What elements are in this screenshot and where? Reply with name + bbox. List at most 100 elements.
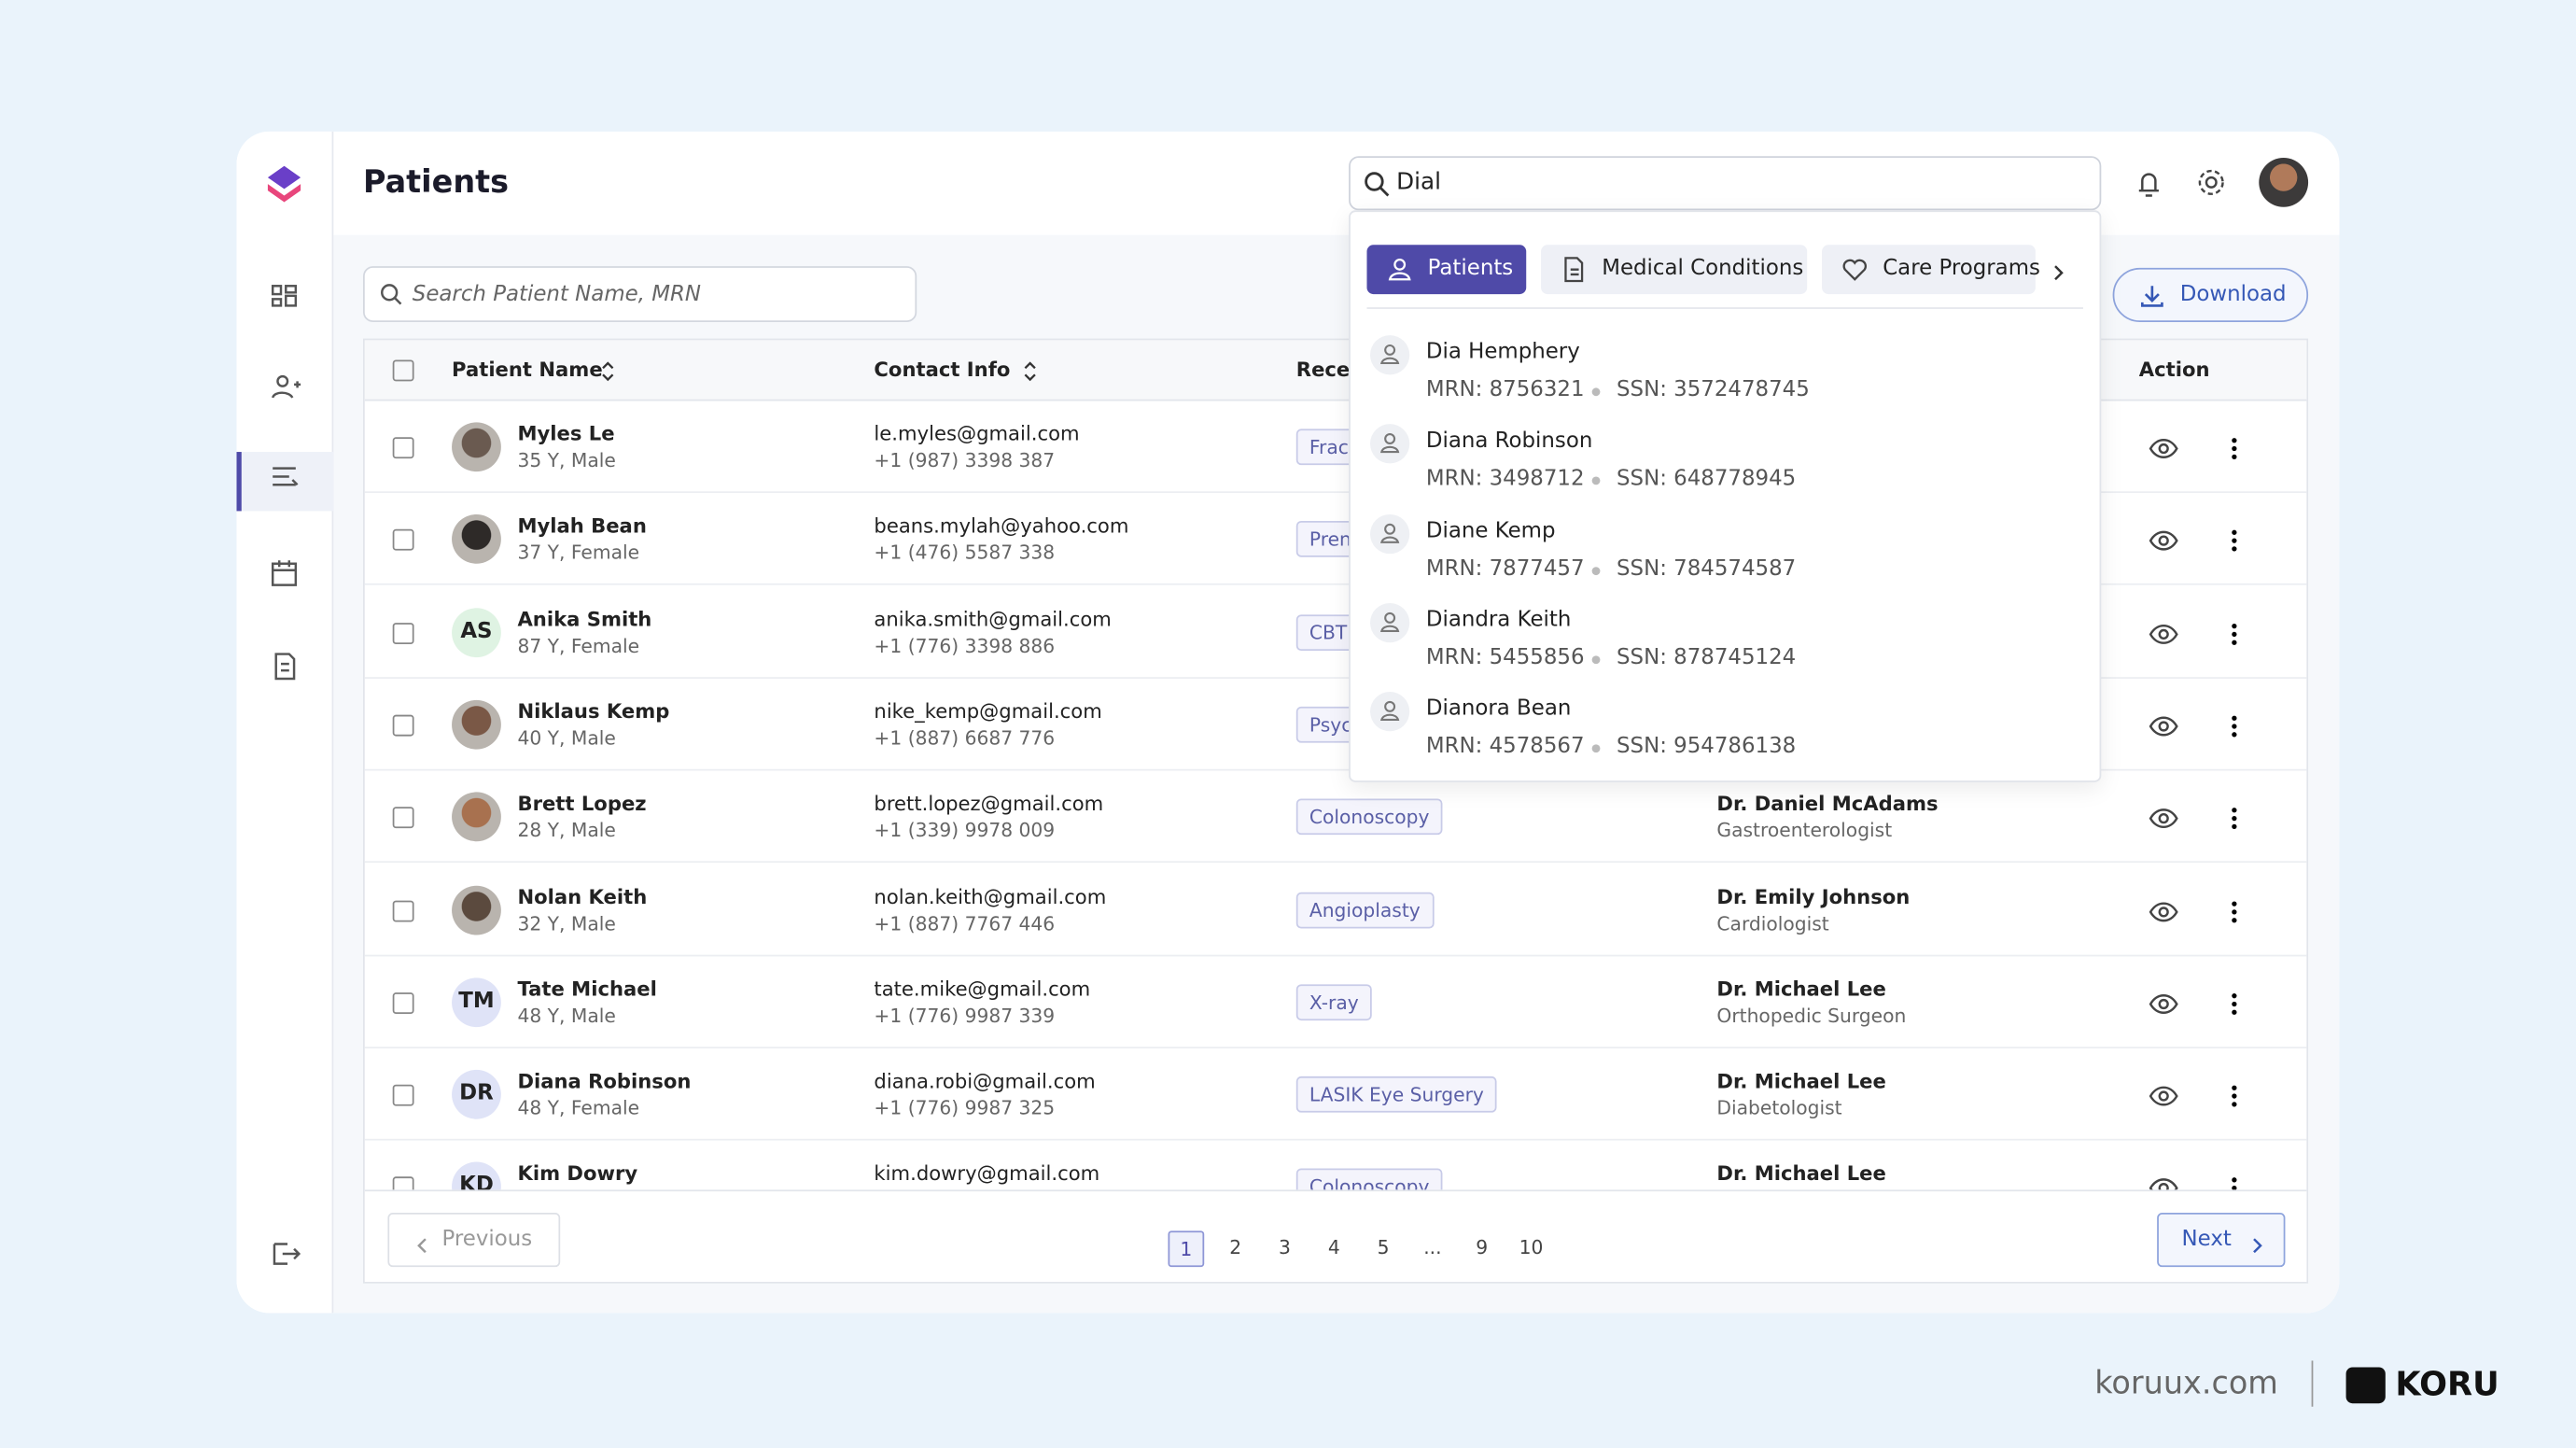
checkbox[interactable] [392, 899, 414, 921]
patient-search[interactable]: Search Patient Name, MRN [363, 266, 917, 322]
email: kim.dowry@gmail.com [874, 1162, 1100, 1186]
search-result[interactable]: Diandra Keith MRN: 5455856 SSN: 878745124 [1351, 602, 2100, 685]
checkbox[interactable] [392, 437, 414, 459]
search-dropdown: Patients Medical Conditions Care Programs D… [1349, 210, 2102, 782]
separator-dot [1591, 387, 1601, 397]
search-icon [381, 284, 402, 305]
phone: +1 (987) 3398 387 [874, 448, 1056, 472]
footer-brand: KORU [2395, 1363, 2499, 1404]
avatar [452, 514, 501, 565]
chevron [2250, 1230, 2263, 1254]
phone: +1 (887) 6687 776 [874, 725, 1056, 750]
view-button[interactable] [2149, 1083, 2178, 1106]
footer-divider [2311, 1360, 2314, 1407]
patient-name: Anika Smith [517, 607, 652, 631]
download-button[interactable]: Download [2112, 267, 2309, 322]
more-button[interactable] [2231, 713, 2237, 738]
view-button[interactable] [2149, 806, 2178, 829]
result-icon [1370, 424, 1410, 464]
checkbox[interactable] [392, 622, 414, 644]
email: beans.mylah@yahoo.com [874, 514, 1129, 539]
search-result[interactable]: Diana Robinson MRN: 3498712 SSN: 648778945 [1351, 424, 2100, 507]
next-label: Next [2181, 1227, 2232, 1253]
nav-icons [271, 285, 301, 1265]
search-placeholder: Search Patient Name, MRN [412, 282, 702, 308]
procedure-tag: LASIK Eye Surgery [1295, 1076, 1498, 1113]
phone: +1 (776) 9987 325 [874, 1096, 1056, 1119]
footer-site: koruux.com [2094, 1365, 2278, 1402]
more-button[interactable] [2231, 991, 2237, 1015]
more-button[interactable] [2231, 1083, 2237, 1107]
checkbox[interactable] [392, 529, 414, 552]
result-icon [1370, 513, 1410, 554]
result-name: Diandra Keith [1425, 608, 1572, 633]
search-result[interactable]: Diane Kemp MRN: 7877457 SSN: 784574587 [1351, 513, 2100, 596]
patient-info: 48 Y, Female [517, 1096, 640, 1119]
checkbox[interactable] [392, 991, 414, 1014]
checkbox[interactable] [392, 359, 414, 382]
header-icons [2138, 169, 2224, 197]
sidebar [236, 131, 334, 1314]
result-ssn: SSN: 648778945 [1617, 467, 1797, 492]
patient-info: 32 Y, Male [517, 911, 616, 935]
email: le.myles@gmail.com [874, 422, 1080, 446]
table-row: Brett Lopez 28 Y, Male brett.lopez@gmail.c… [364, 771, 2307, 864]
search-result[interactable]: Dia Hemphery MRN: 8756321 SSN: 3572478745 [1351, 335, 2100, 417]
checkbox[interactable] [392, 807, 414, 829]
result-mrn: MRN: 8756321 [1425, 377, 1585, 403]
more-button[interactable] [2231, 435, 2237, 459]
result-icon [1370, 692, 1410, 732]
page-number[interactable]: 3 [1279, 1235, 1291, 1259]
view-button[interactable] [2149, 435, 2178, 458]
page-number[interactable]: ... [1423, 1235, 1442, 1259]
result-ssn: SSN: 878745124 [1617, 645, 1797, 670]
email: anika.smith@gmail.com [874, 607, 1112, 631]
page-number[interactable]: 10 [1519, 1235, 1544, 1259]
filter-tab[interactable]: Patients [1366, 245, 1527, 295]
user-avatar[interactable] [2259, 157, 2309, 207]
phone: +1 (887) 7767 446 [874, 911, 1056, 935]
page-number[interactable]: 1 [1168, 1230, 1205, 1268]
checkbox[interactable] [392, 1084, 414, 1106]
doctor: Dr. Emily Johnson [1716, 884, 1911, 908]
more-button[interactable] [2231, 806, 2237, 830]
page-number[interactable]: 4 [1327, 1235, 1340, 1259]
patient-name: Myles Le [517, 422, 615, 446]
avatar [452, 422, 501, 472]
view-button[interactable] [2149, 991, 2178, 1014]
column-header: Action [2138, 358, 2210, 382]
global-search[interactable]: Dial [1349, 156, 2102, 211]
doctor: Dr. Daniel McAdams [1716, 792, 1939, 816]
checkbox[interactable] [392, 714, 414, 737]
separator-dot [1591, 744, 1601, 753]
avatar [452, 884, 501, 935]
search-result[interactable]: Dianora Bean MRN: 4578567 SSN: 954786138 [1351, 692, 2100, 774]
more-button[interactable] [2231, 528, 2237, 553]
view-button[interactable] [2149, 898, 2178, 921]
specialty: Cardiologist [1716, 911, 1829, 935]
specialty: Orthopedic Surgeon [1716, 1004, 1907, 1027]
next-button[interactable]: Next [2157, 1213, 2286, 1268]
view-button[interactable] [2149, 713, 2178, 737]
download-icon [2140, 286, 2163, 307]
result-icon [1370, 602, 1410, 643]
page-number[interactable]: 9 [1476, 1235, 1489, 1259]
table-row: TM Tate Michael 48 Y, Male tate.mike@gmail.… [364, 956, 2307, 1048]
view-button[interactable] [2149, 528, 2178, 552]
filter-tab[interactable]: Medical Conditions [1541, 245, 1808, 295]
result-ssn: SSN: 954786138 [1617, 735, 1797, 760]
phone: +1 (776) 3398 886 [874, 633, 1056, 657]
view-button[interactable] [2149, 621, 2178, 644]
result-name: Diana Robinson [1425, 429, 1593, 455]
patient-name: Tate Michael [517, 977, 657, 1001]
column-header: Patient Name [452, 358, 603, 382]
specialty: Gastroenterologist [1716, 818, 1893, 842]
more-button[interactable] [2231, 898, 2237, 922]
page-number[interactable]: 2 [1229, 1235, 1242, 1259]
previous-button[interactable]: Previous [387, 1213, 561, 1268]
filter-tab[interactable]: Care Programs [1822, 245, 2040, 295]
more-button[interactable] [2231, 621, 2237, 645]
tab-icon [1841, 257, 1868, 283]
page-number[interactable]: 5 [1377, 1235, 1390, 1259]
